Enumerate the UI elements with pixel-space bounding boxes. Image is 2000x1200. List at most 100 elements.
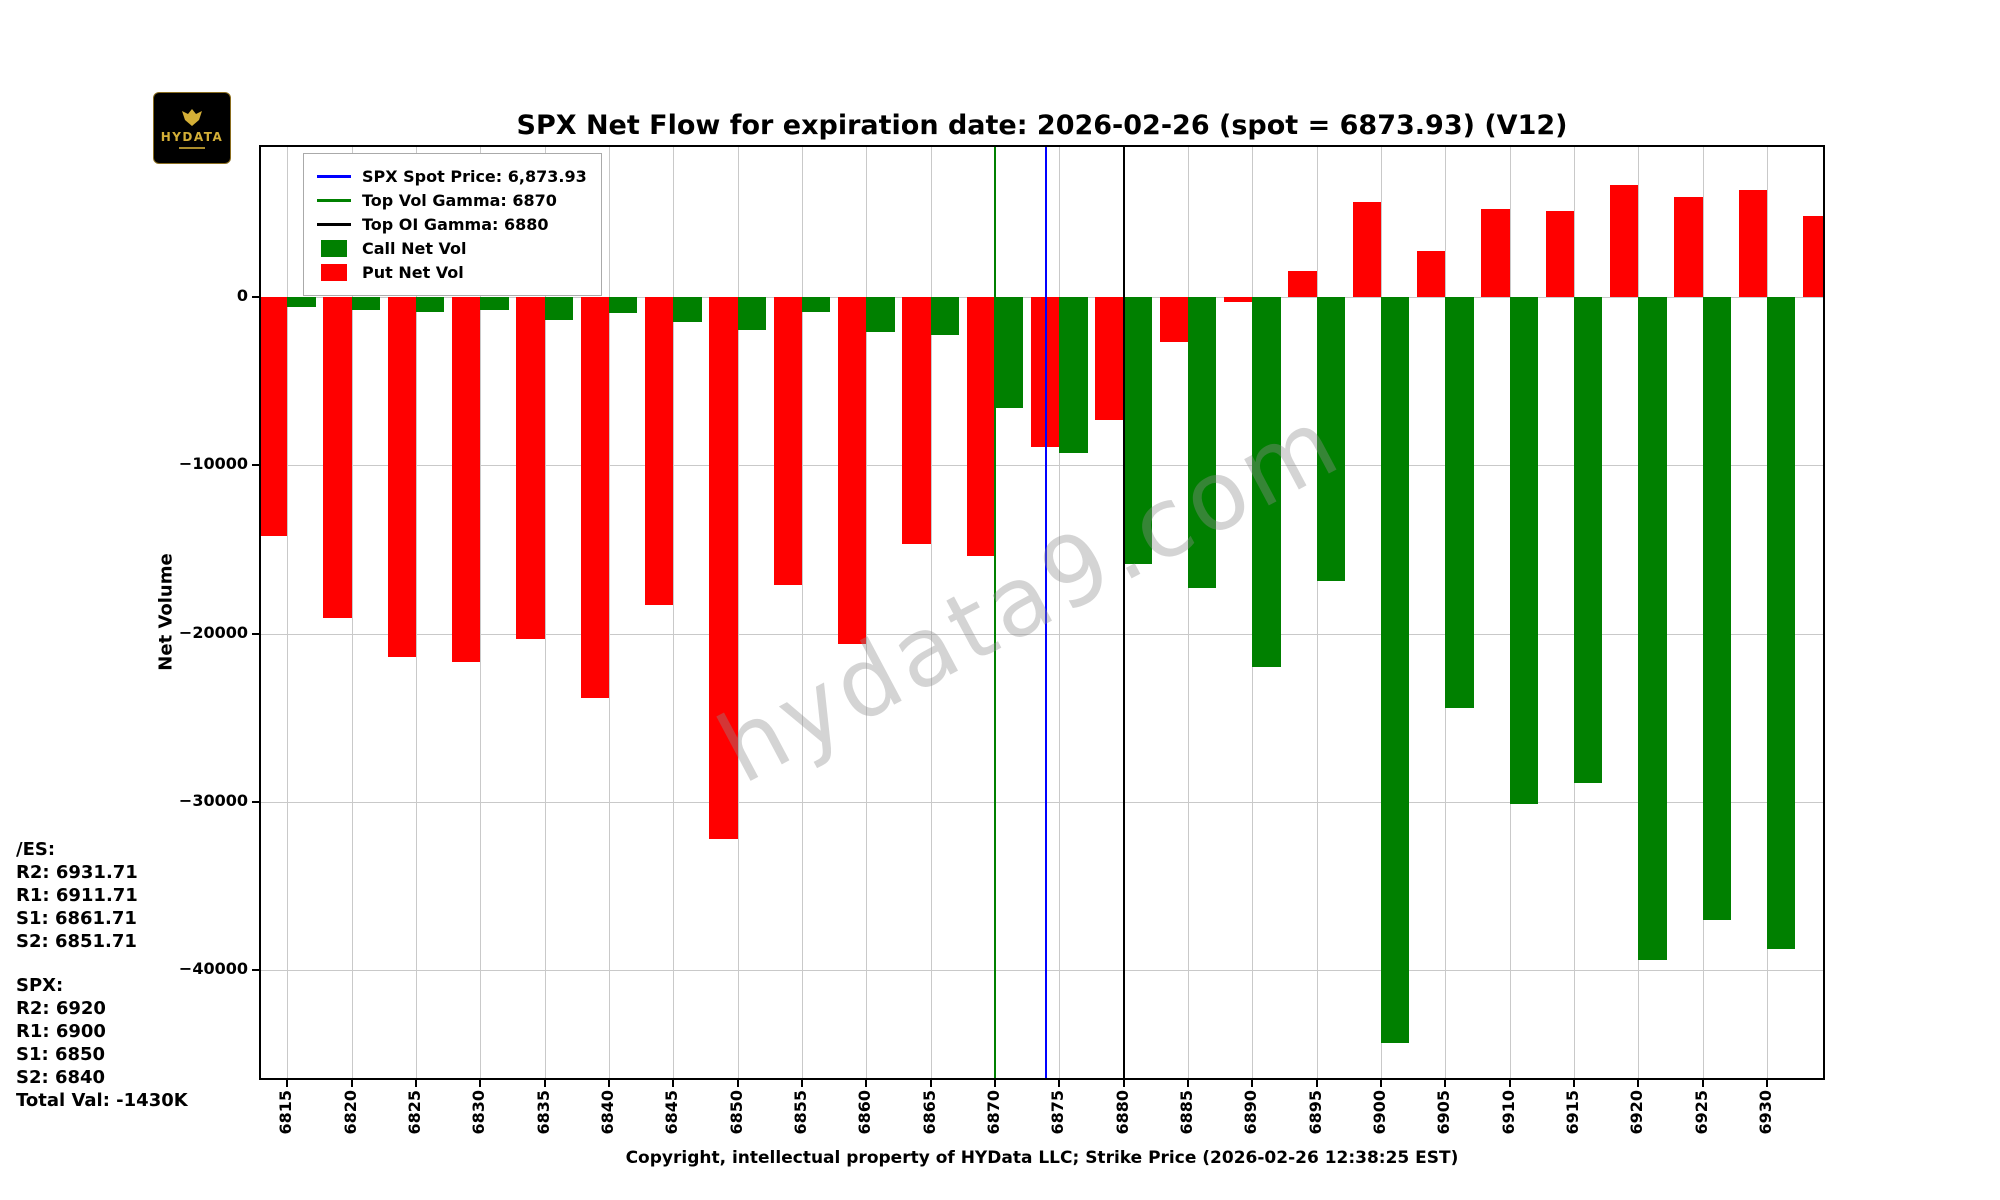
x-tick-mark bbox=[1058, 1080, 1061, 1087]
put-bar bbox=[1481, 209, 1510, 297]
call-bar bbox=[287, 296, 316, 307]
x-tick-label: 6820 bbox=[340, 1090, 360, 1135]
legend-line-swatch bbox=[317, 223, 351, 226]
x-tick-label: 6815 bbox=[276, 1090, 296, 1135]
call-bar bbox=[1123, 296, 1152, 565]
legend-line-swatch bbox=[317, 199, 351, 202]
legend-item-label: SPX Spot Price: 6,873.93 bbox=[362, 167, 587, 186]
call-bar bbox=[866, 296, 895, 332]
legend-item: Top OI Gamma: 6880 bbox=[314, 215, 587, 234]
spx-level-line: S2: 6840 bbox=[16, 1067, 106, 1088]
put-bar bbox=[773, 296, 802, 585]
x-tick-mark bbox=[479, 1080, 482, 1087]
x-tick-label: 6890 bbox=[1241, 1090, 1261, 1135]
legend: SPX Spot Price: 6,873.93 Top Vol Gamma: 6… bbox=[303, 153, 602, 296]
call-bar bbox=[930, 296, 959, 336]
legend-item: Put Net Vol bbox=[314, 263, 587, 282]
v-gridline bbox=[609, 145, 610, 1080]
v-gridline bbox=[866, 145, 868, 1080]
put-bar bbox=[1095, 296, 1124, 420]
put-bar bbox=[259, 296, 288, 536]
x-tick-mark bbox=[994, 1080, 997, 1087]
v-gridline bbox=[351, 145, 353, 1080]
x-tick-label: 6885 bbox=[1177, 1090, 1197, 1135]
y-tick-mark bbox=[252, 295, 259, 298]
legend-patch-swatch bbox=[321, 264, 347, 281]
call-bar bbox=[609, 296, 638, 314]
x-tick-mark bbox=[1508, 1080, 1511, 1087]
x-tick-label: 6895 bbox=[1305, 1090, 1325, 1135]
put-bar bbox=[580, 296, 609, 698]
x-tick-label: 6830 bbox=[469, 1090, 489, 1135]
legend-item: Call Net Vol bbox=[314, 239, 587, 258]
x-tick-label: 6855 bbox=[791, 1090, 811, 1135]
y-tick-label: −20000 bbox=[178, 622, 248, 642]
x-tick-mark bbox=[1701, 1080, 1704, 1087]
x-tick-mark bbox=[1122, 1080, 1125, 1087]
x-tick-mark bbox=[1251, 1080, 1254, 1087]
v-gridline bbox=[544, 145, 546, 1080]
x-tick-mark bbox=[929, 1080, 932, 1087]
call-bar bbox=[995, 296, 1024, 408]
call-bar bbox=[1509, 296, 1539, 804]
x-tick-label: 6880 bbox=[1112, 1090, 1132, 1135]
x-tick-mark bbox=[543, 1080, 546, 1087]
legend-line-swatch-wrap bbox=[314, 199, 354, 202]
spx-level-line: R2: 6920 bbox=[16, 998, 106, 1019]
x-tick-label: 6825 bbox=[404, 1090, 424, 1135]
v-gridline bbox=[1188, 145, 1190, 1080]
x-tick-mark bbox=[736, 1080, 739, 1087]
top-oi-gamma-line bbox=[1122, 145, 1125, 1080]
call-bar bbox=[1252, 296, 1281, 668]
put-bar bbox=[645, 296, 674, 605]
y-tick-label: −30000 bbox=[178, 791, 248, 811]
h-gridline bbox=[259, 633, 1825, 635]
copyright-caption: Copyright, intellectual property of HYDa… bbox=[625, 1148, 1459, 1168]
call-bar bbox=[351, 296, 380, 311]
put-bar bbox=[966, 296, 996, 557]
put-bar bbox=[1288, 271, 1317, 297]
call-bar bbox=[737, 296, 766, 331]
call-bar bbox=[1638, 296, 1667, 961]
x-tick-label: 6865 bbox=[919, 1090, 939, 1135]
v-gridline bbox=[287, 145, 289, 1080]
spx-level-line: S1: 6850 bbox=[16, 1044, 106, 1065]
x-tick-mark bbox=[608, 1080, 610, 1087]
put-bar bbox=[1674, 197, 1703, 297]
call-bar bbox=[1445, 296, 1474, 708]
v-gridline bbox=[415, 145, 417, 1080]
h-gridline bbox=[259, 802, 1825, 804]
legend-item-label: Top Vol Gamma: 6870 bbox=[362, 191, 557, 210]
legend-patch-swatch bbox=[321, 240, 347, 257]
call-bar bbox=[544, 296, 573, 321]
x-tick-mark bbox=[1573, 1080, 1576, 1087]
put-bar bbox=[1159, 296, 1189, 343]
chart-title: SPX Net Flow for expiration date: 2026-0… bbox=[516, 110, 1568, 141]
x-tick-label: 6860 bbox=[855, 1090, 875, 1135]
call-bar bbox=[1702, 296, 1732, 920]
put-bar bbox=[1545, 210, 1575, 297]
y-tick-label: −10000 bbox=[178, 454, 248, 474]
y-tick-mark bbox=[252, 969, 259, 972]
call-bar bbox=[1316, 296, 1346, 582]
y-tick-mark bbox=[252, 464, 259, 467]
logo-brand-text: HYDATA bbox=[160, 129, 224, 144]
side-panel: /ES: R2: 6931.71 R1: 6911.71 S1: 6861.71 S2:… bbox=[16, 838, 188, 1112]
x-tick-mark bbox=[286, 1080, 289, 1087]
h-gridline bbox=[259, 465, 1825, 467]
legend-patch-swatch-wrap bbox=[314, 264, 354, 281]
put-bar bbox=[902, 296, 931, 545]
side-panel-gap bbox=[16, 953, 188, 974]
x-tick-label: 6835 bbox=[533, 1090, 553, 1135]
x-tick-label: 6930 bbox=[1756, 1090, 1776, 1135]
put-bar-partial bbox=[1803, 215, 1825, 297]
y-tick-mark bbox=[252, 801, 259, 804]
call-bar bbox=[673, 296, 702, 322]
put-bar bbox=[1224, 296, 1253, 302]
x-tick-mark bbox=[1637, 1080, 1640, 1087]
put-bar bbox=[838, 296, 867, 644]
es-header: /ES: bbox=[16, 839, 56, 860]
call-bar bbox=[415, 296, 445, 312]
plot-area: SPX Spot Price: 6,873.93 Top Vol Gamma: 6… bbox=[259, 145, 1825, 1080]
